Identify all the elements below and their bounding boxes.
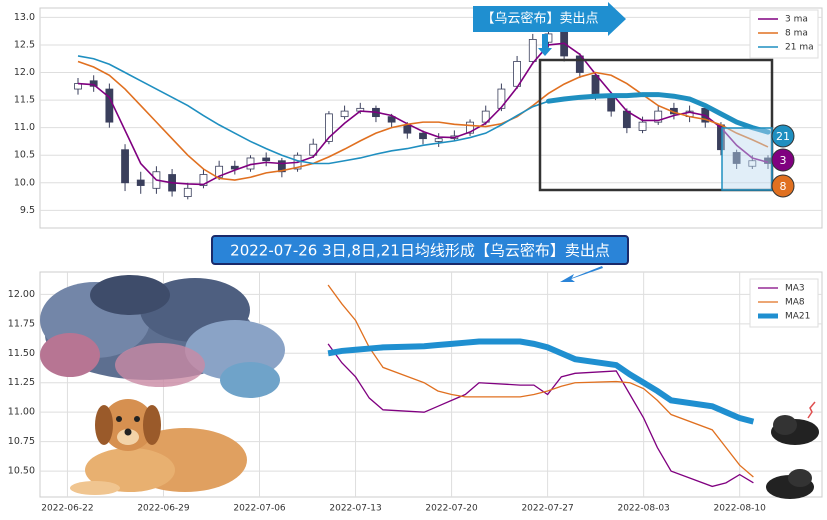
candle-body xyxy=(638,121,647,131)
candle-body xyxy=(277,160,286,173)
candle-body xyxy=(622,110,631,129)
y-tick-label: 9.5 xyxy=(20,205,35,216)
candle-body xyxy=(732,152,741,164)
legend-box xyxy=(749,278,819,328)
x-tick-label: 2022-06-22 xyxy=(41,504,93,514)
legend-label: 8 ma xyxy=(785,29,808,39)
y-tick-label: 11.5 xyxy=(14,95,35,106)
candle-body xyxy=(419,132,427,140)
plot-frame xyxy=(39,7,823,229)
pointer-arrow xyxy=(560,266,603,282)
cloud xyxy=(115,343,205,387)
dark-cloud xyxy=(773,415,797,435)
end-badge xyxy=(771,174,795,198)
ma-line xyxy=(327,338,755,425)
dog xyxy=(85,448,175,492)
candle-body xyxy=(230,165,239,170)
y-tick-label: 11.25 xyxy=(8,377,35,388)
title-banner xyxy=(473,2,626,36)
legend-label: 3 ma xyxy=(785,15,808,25)
y-tick-label: 13.0 xyxy=(14,12,35,23)
candle-body xyxy=(325,113,333,142)
candle-body xyxy=(528,39,537,62)
end-badge xyxy=(771,124,795,148)
chart-title: 2022-07-26 3日,8日,21日均线形成【乌云密布】卖出点 xyxy=(230,242,610,260)
candle-body xyxy=(654,110,663,123)
x-tick-label: 2022-07-13 xyxy=(329,504,381,514)
title-banner xyxy=(211,235,629,265)
x-tick-label: 2022-06-29 xyxy=(137,504,190,514)
ma-line xyxy=(327,343,754,488)
candle-body xyxy=(89,80,98,87)
candle-body xyxy=(434,138,443,142)
decorations xyxy=(40,275,819,499)
candle-body xyxy=(105,88,114,123)
candle-body xyxy=(183,187,192,197)
ma-line xyxy=(77,42,769,186)
end-badge xyxy=(771,148,795,172)
candle-body xyxy=(215,165,224,178)
dog xyxy=(95,405,113,445)
x-tick-label: 2022-08-10 xyxy=(714,504,767,514)
x-tick-label: 2022-08-03 xyxy=(617,504,669,514)
plot-frame xyxy=(39,271,823,498)
cloud xyxy=(90,275,170,315)
down-arrow xyxy=(538,34,552,56)
end-badge-label: 21 xyxy=(776,130,790,143)
candle-body xyxy=(466,121,474,134)
dog xyxy=(102,399,154,451)
dog xyxy=(124,428,132,436)
legend-label: 21 ma xyxy=(785,43,814,53)
dark-cloud xyxy=(788,469,812,487)
y-tick-label: 10.5 xyxy=(14,150,35,161)
x-tick-label: 2022-07-20 xyxy=(425,504,478,514)
legend-box xyxy=(749,9,819,59)
candle-body xyxy=(262,157,271,162)
candle-body xyxy=(748,160,757,167)
ma-line xyxy=(327,284,754,478)
x-tick-label: 2022-07-06 xyxy=(233,504,286,514)
x-tick-label: 2022-07-27 xyxy=(521,504,573,514)
chart-title: 【乌云密布】卖出点 xyxy=(481,11,598,27)
legend-label: MA21 xyxy=(785,312,810,322)
focus-box xyxy=(538,58,774,192)
candle-body xyxy=(309,143,318,156)
end-badge-label: 3 xyxy=(780,154,787,167)
focus-box-small xyxy=(721,127,773,191)
candle-body xyxy=(575,55,584,73)
ma-highlight xyxy=(545,92,771,135)
y-tick-label: 11.50 xyxy=(8,348,35,359)
candle-body xyxy=(387,116,396,123)
candle-body xyxy=(403,124,412,134)
lightning xyxy=(807,401,816,419)
candle-body xyxy=(121,149,129,184)
legend-label: MA3 xyxy=(785,284,805,294)
y-tick-label: 10.75 xyxy=(8,436,35,447)
y-tick-label: 12.5 xyxy=(14,39,35,50)
cloud xyxy=(220,362,280,398)
legend-label: MA8 xyxy=(785,298,805,308)
y-tick-label: 12.0 xyxy=(14,67,35,78)
dog xyxy=(70,481,120,495)
end-badge-label: 8 xyxy=(780,180,787,193)
dog xyxy=(116,416,122,422)
cloud xyxy=(40,333,100,377)
y-tick-label: 11.0 xyxy=(14,122,35,133)
y-tick-label: 10.0 xyxy=(14,177,35,188)
dog xyxy=(117,429,139,445)
y-tick-label: 12.00 xyxy=(8,289,35,300)
ma-line xyxy=(77,60,769,181)
y-tick-label: 10.50 xyxy=(8,466,35,477)
y-tick-label: 11.75 xyxy=(8,318,35,329)
candle-body xyxy=(340,110,349,118)
candle-body xyxy=(199,174,208,186)
dog xyxy=(134,416,140,422)
candle-body xyxy=(136,179,145,186)
y-tick-label: 11.00 xyxy=(8,407,35,418)
candle-body xyxy=(497,88,506,109)
dog xyxy=(143,405,161,445)
